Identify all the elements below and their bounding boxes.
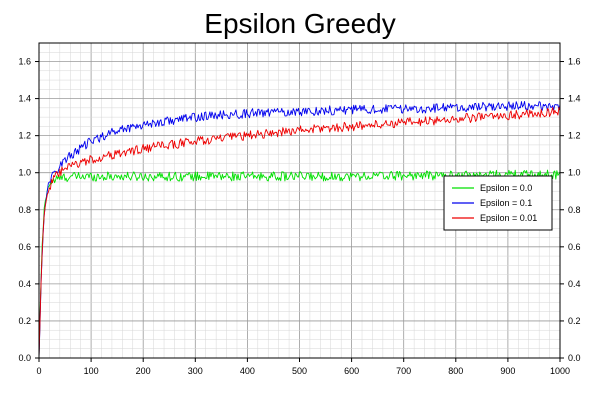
legend-label-3: Epsilon = 0.01 <box>480 213 537 223</box>
y-tick-label-right: 1.4 <box>568 94 581 104</box>
y-tick-label-left: 0.4 <box>18 279 31 289</box>
axes: 0 100 200 300 400 500 600 700 800 900 1000 0.0 0.0 0.… <box>18 57 580 376</box>
y-tick-label-right: 1.6 <box>568 57 581 67</box>
y-tick-label-right: 0.2 <box>568 316 581 326</box>
x-tick-label: 500 <box>292 366 307 376</box>
y-tick-label-left: 0.2 <box>18 316 31 326</box>
series-line-2 <box>38 100 561 359</box>
grid <box>38 42 561 359</box>
x-tick-label: 300 <box>188 366 203 376</box>
y-tick-label-right: 0.0 <box>568 353 581 363</box>
y-tick-label-left: 1.2 <box>18 131 31 141</box>
y-tick-label-right: 0.4 <box>568 279 581 289</box>
y-tick-label-left: 0.8 <box>18 205 31 215</box>
y-tick-label-right: 1.2 <box>568 131 581 141</box>
legend-label-1: Epsilon = 0.0 <box>480 183 532 193</box>
x-tick-label: 1000 <box>550 366 570 376</box>
y-tick-label-right: 0.8 <box>568 205 581 215</box>
y-tick-label-right: 0.6 <box>568 242 581 252</box>
x-tick-label: 0 <box>36 366 41 376</box>
y-tick-label-right: 1.0 <box>568 168 581 178</box>
x-tick-label: 800 <box>448 366 463 376</box>
x-tick-label: 200 <box>136 366 151 376</box>
x-tick-label: 100 <box>84 366 99 376</box>
legend: Epsilon = 0.0 Epsilon = 0.1 Epsilon = 0.01 <box>443 175 553 231</box>
y-tick-label-left: 1.0 <box>18 168 31 178</box>
legend-label-2: Epsilon = 0.1 <box>480 198 532 208</box>
y-tick-label-left: 1.4 <box>18 94 31 104</box>
chart-title: Epsilon Greedy <box>204 8 395 39</box>
y-tick-label-left: 1.6 <box>18 57 31 67</box>
y-tick-label-left: 0.0 <box>18 353 31 363</box>
y-tick-label-left: 0.6 <box>18 242 31 252</box>
x-tick-label: 900 <box>500 366 515 376</box>
series-line-1 <box>38 169 561 359</box>
x-tick-label: 700 <box>396 366 411 376</box>
x-tick-label: 600 <box>344 366 359 376</box>
series-line-3 <box>38 106 561 359</box>
x-tick-label: 400 <box>240 366 255 376</box>
series-layer <box>38 100 561 359</box>
